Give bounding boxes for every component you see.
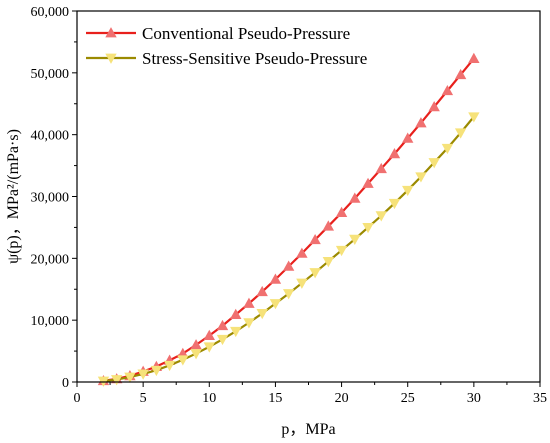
- x-tick-label: 30: [467, 391, 481, 406]
- y-tick-label: 40,000: [31, 129, 70, 144]
- data-point: [296, 247, 308, 258]
- data-point: [309, 268, 321, 279]
- series-line: [103, 116, 475, 383]
- data-point: [296, 278, 308, 289]
- data-point: [111, 375, 123, 386]
- legend-entry-2: Stress-Sensitive Pseudo-Pressure: [86, 49, 367, 68]
- x-tick-label: 5: [140, 391, 147, 406]
- y-tick-label: 10,000: [31, 314, 70, 329]
- data-point: [349, 192, 361, 203]
- data-point: [362, 177, 374, 188]
- data-point: [322, 257, 335, 268]
- data-point: [150, 365, 163, 377]
- data-point: [375, 162, 387, 174]
- data-point: [388, 198, 401, 210]
- legend-marker: [105, 53, 117, 64]
- data-point: [269, 273, 282, 284]
- y-tick-label: 0: [62, 376, 69, 391]
- data-point: [256, 308, 268, 320]
- data-point: [402, 132, 414, 143]
- y-axis-label: ψ(p)，MPa²/(mPa·s): [5, 129, 22, 264]
- data-point: [177, 355, 189, 366]
- y-tick-label: 30,000: [31, 191, 70, 206]
- data-point: [454, 68, 467, 80]
- data-point: [375, 211, 387, 222]
- data-point: [282, 260, 295, 271]
- legend-entry-1: Conventional Pseudo-Pressure: [86, 24, 350, 43]
- data-point: [415, 117, 427, 128]
- y-tick-label: 60,000: [31, 5, 70, 20]
- data-point: [190, 339, 202, 350]
- x-axis-label: p，MPa: [281, 421, 335, 438]
- data-point: [309, 233, 321, 245]
- data-point: [256, 285, 268, 297]
- legend-marker: [105, 27, 117, 38]
- data-point: [216, 334, 229, 346]
- data-point: [335, 206, 348, 217]
- data-point: [243, 297, 255, 308]
- axes: 0 5 10 15 20 25 30 35 0 10,000 20,000 30,000 40,000 5…: [5, 5, 547, 438]
- data-point: [415, 172, 427, 183]
- data-point: [243, 318, 255, 329]
- data-point: [402, 185, 414, 197]
- data-point: [441, 143, 454, 155]
- x-tick-label: 20: [335, 391, 349, 406]
- data-point: [216, 319, 229, 331]
- legend-label: Conventional Pseudo-Pressure: [142, 24, 350, 43]
- legend-label: Stress-Sensitive Pseudo-Pressure: [142, 49, 367, 68]
- data-point: [454, 128, 467, 139]
- data-point: [441, 84, 454, 96]
- data-point: [124, 372, 136, 383]
- data-point: [468, 112, 480, 123]
- data-point: [137, 369, 149, 380]
- x-tick-label: 15: [268, 391, 282, 406]
- data-point: [203, 342, 215, 353]
- series-1: [97, 52, 480, 386]
- x-tick-label: 10: [202, 391, 216, 406]
- legend: Conventional Pseudo-Pressure Stress-Sensi…: [86, 24, 367, 68]
- data-point: [269, 299, 282, 310]
- data-point: [230, 326, 242, 338]
- series-2: [97, 112, 480, 387]
- data-point: [468, 52, 480, 64]
- series-line: [103, 57, 475, 382]
- data-point: [388, 148, 401, 159]
- data-point: [428, 101, 440, 112]
- y-tick-label: 20,000: [31, 252, 70, 267]
- y-tick-label: 50,000: [31, 67, 70, 82]
- x-tick-label: 35: [533, 391, 547, 406]
- data-point: [163, 360, 176, 372]
- data-point: [322, 220, 335, 231]
- data-point: [282, 289, 295, 300]
- x-tick-label: 0: [74, 391, 81, 406]
- x-tick-label: 25: [401, 391, 415, 406]
- data-point: [428, 158, 440, 169]
- data-point: [190, 349, 202, 360]
- plot-area: [97, 52, 480, 387]
- data-point: [335, 245, 348, 257]
- data-point: [362, 223, 374, 234]
- data-point: [349, 234, 361, 245]
- data-point: [230, 308, 242, 320]
- data-point: [203, 329, 215, 341]
